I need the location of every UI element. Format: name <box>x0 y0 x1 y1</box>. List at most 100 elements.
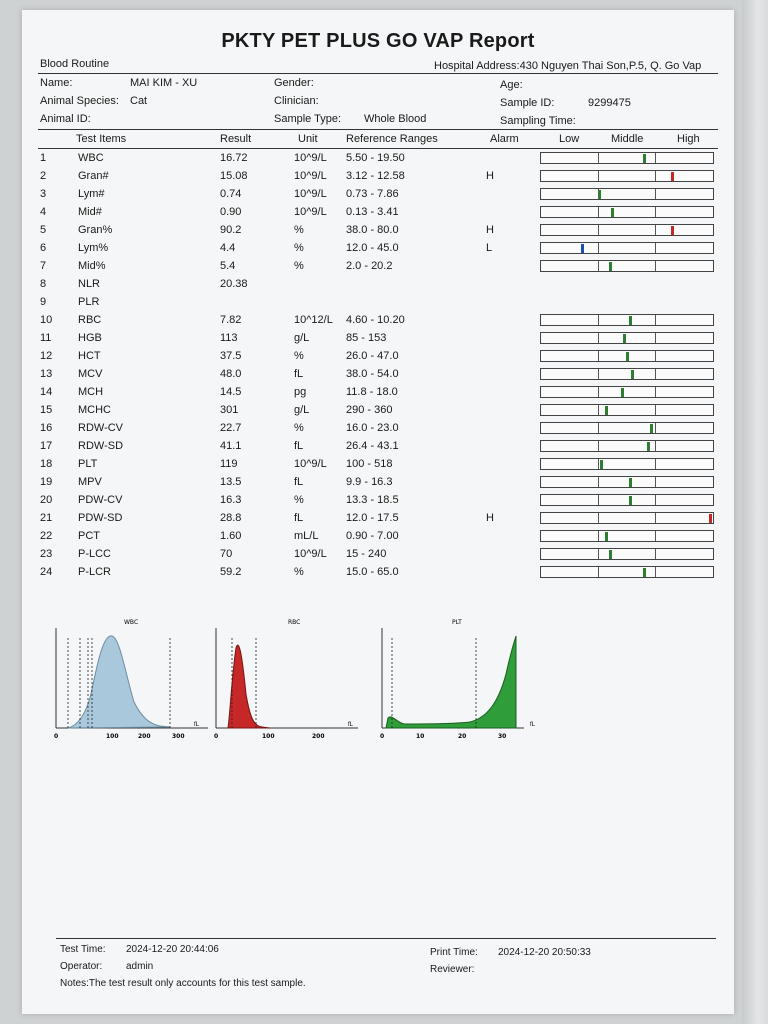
plt-histogram-curve <box>385 635 517 729</box>
print-time-label: Print Time: <box>430 947 478 958</box>
alarm-flag: H <box>486 224 494 236</box>
range-marker <box>626 352 629 361</box>
columns-rule <box>38 148 718 149</box>
row-number: 22 <box>40 530 53 542</box>
result-value: 0.90 <box>220 206 242 218</box>
range-divider <box>597 567 599 577</box>
reference-range: 12.0 - 17.5 <box>346 512 399 524</box>
section-label: Blood Routine <box>40 58 110 70</box>
test-item: PLT <box>78 458 98 470</box>
range-divider <box>597 531 599 541</box>
rbc-tick-100: 100 <box>262 733 275 740</box>
sample-type-value: Whole Blood <box>364 113 427 125</box>
range-divider <box>654 513 656 523</box>
unit: g/L <box>294 332 310 344</box>
print-time-value: 2024-12-20 20:50:33 <box>498 947 591 958</box>
reference-range: 0.73 - 7.86 <box>346 188 399 200</box>
range-bar <box>540 314 714 326</box>
reference-range: 38.0 - 54.0 <box>346 368 399 380</box>
species-value: Cat <box>130 95 148 107</box>
range-divider <box>597 243 599 253</box>
reviewer-label: Reviewer: <box>430 964 475 975</box>
name-value: MAI KIM - XU <box>130 77 198 89</box>
range-bar <box>540 512 714 524</box>
unit: 10^9/L <box>294 206 327 218</box>
clinician-label: Clinician: <box>274 95 319 107</box>
range-bar <box>540 260 714 272</box>
row-number: 20 <box>40 494 53 506</box>
range-bar <box>540 242 714 254</box>
table-row: 8 NLR 20.38 <box>22 276 734 294</box>
reference-range: 0.90 - 7.00 <box>346 530 399 542</box>
wbc-histogram-title: WBC <box>124 619 138 626</box>
test-item: Gran# <box>78 170 109 182</box>
unit: fL <box>294 476 304 488</box>
result-value: 16.3 <box>220 494 242 506</box>
range-divider <box>597 477 599 487</box>
range-divider <box>654 225 656 235</box>
reference-range: 5.50 - 19.50 <box>346 152 405 164</box>
range-marker <box>629 496 633 505</box>
range-divider <box>597 153 599 163</box>
name-label: Name: <box>40 77 73 89</box>
test-item: PDW-CV <box>78 494 123 506</box>
unit: fL <box>294 368 304 380</box>
test-item: PCT <box>78 530 100 542</box>
table-row: 15 MCHC 301 g/L 290 - 360 <box>22 402 734 420</box>
result-value: 301 <box>220 404 239 416</box>
range-divider <box>654 459 656 469</box>
result-value: 37.5 <box>220 350 242 362</box>
range-marker <box>605 532 609 541</box>
range-marker <box>670 226 674 235</box>
info-rule <box>38 129 718 130</box>
row-number: 16 <box>40 422 53 434</box>
range-divider <box>597 315 599 325</box>
range-bar <box>540 224 714 236</box>
range-divider <box>654 549 656 559</box>
range-bar <box>540 440 714 452</box>
range-divider <box>654 423 656 433</box>
range-divider <box>654 261 656 271</box>
test-item: MCHC <box>78 404 111 416</box>
range-divider <box>654 153 656 163</box>
result-value: 70 <box>220 548 233 560</box>
unit: pg <box>294 386 307 398</box>
range-divider <box>597 189 599 199</box>
range-bar <box>540 206 714 218</box>
test-item: RDW-CV <box>78 422 124 434</box>
reference-range: 12.0 - 45.0 <box>346 242 399 254</box>
row-number: 18 <box>40 458 53 470</box>
hospital-address: Hospital Address:430 Nguyen Thai Son,P.5… <box>434 60 702 72</box>
gender-label: Gender: <box>274 77 314 89</box>
reference-range: 38.0 - 80.0 <box>346 224 399 236</box>
range-divider <box>597 207 599 217</box>
test-item: MPV <box>78 476 102 488</box>
table-row: 16 RDW-CV 22.7% 16.0 - 23.0 <box>22 420 734 438</box>
result-value: 15.08 <box>220 170 248 182</box>
unit: mL/L <box>294 530 319 542</box>
range-marker <box>598 190 602 199</box>
row-number: 6 <box>40 242 47 254</box>
notes: Notes:The test result only accounts for … <box>60 978 306 989</box>
row-number: 1 <box>40 152 47 164</box>
range-divider <box>597 225 599 235</box>
col-alarm: Alarm <box>490 133 519 145</box>
table-row: 11 HGB 113 g/L 85 - 153 <box>22 330 734 348</box>
rbc-tick-0: 0 <box>214 733 218 740</box>
row-number: 24 <box>40 566 53 578</box>
report-title: PKTY PET PLUS GO VAP Report <box>221 30 535 52</box>
range-bar <box>540 368 714 380</box>
table-header: Test Items Result Unit Reference Ranges … <box>22 131 734 149</box>
col-high: High <box>677 133 700 145</box>
range-divider <box>654 315 656 325</box>
range-divider <box>597 549 599 559</box>
test-item: P-LCC <box>78 548 112 560</box>
test-item: PLR <box>78 296 100 308</box>
reference-range: 16.0 - 23.0 <box>346 422 399 434</box>
footer-rule <box>56 938 716 939</box>
row-number: 10 <box>40 314 53 326</box>
range-marker <box>646 442 650 451</box>
range-bar <box>540 350 714 362</box>
table-row: 2 Gran# 15.08 10^9/L 3.12 - 12.58 H <box>22 168 734 186</box>
result-value: 90.2 <box>220 224 242 236</box>
